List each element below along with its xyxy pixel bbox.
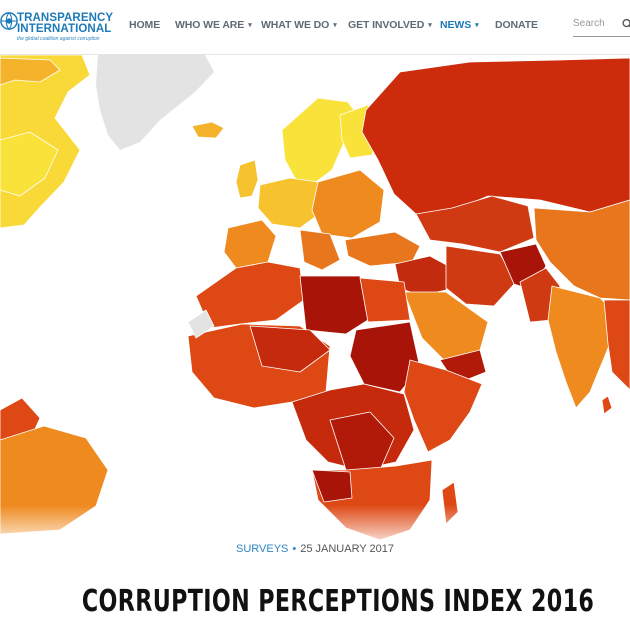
- map-region-sahel: [249, 325, 331, 373]
- nav-donate-label: DONATE: [495, 19, 538, 31]
- site-header: TRANSPARENCY INTERNATIONAL the global co…: [0, 0, 630, 55]
- map-region-north-america-islands: [0, 57, 61, 86]
- world-map: [0, 55, 630, 541]
- site-logo[interactable]: TRANSPARENCY INTERNATIONAL the global co…: [0, 9, 114, 45]
- hero-fade-overlay: [0, 505, 630, 630]
- map-region-iran: [445, 245, 517, 307]
- map-region-iceland: [191, 121, 225, 139]
- map-region-western-sahara: [187, 309, 215, 339]
- chevron-down-icon: ▾: [428, 22, 432, 29]
- map-region-central-asia: [415, 195, 535, 253]
- nav-donate[interactable]: DONATE: [495, 19, 538, 31]
- map-region-canada-east: [0, 131, 59, 197]
- map-region-russia: [361, 57, 630, 215]
- map-region-greenland: [96, 55, 214, 150]
- logo-text-line2: INTERNATIONAL: [17, 23, 112, 35]
- logo-tagline: the global coalition against corruption: [17, 36, 100, 42]
- map-region-sri-lanka: [601, 395, 613, 415]
- nav-who-we-are[interactable]: WHO WE ARE ▾: [175, 19, 252, 31]
- map-region-south-asia-east: [603, 299, 630, 391]
- nav-what-we-do-label: WHAT WE DO: [261, 19, 330, 31]
- map-region-eastern-europe: [311, 169, 385, 239]
- chevron-down-icon: ▾: [333, 22, 337, 29]
- map-region-uk: [235, 159, 259, 199]
- chevron-down-icon: ▾: [475, 22, 479, 29]
- map-region-sudan: [349, 321, 421, 393]
- article-category-link[interactable]: SURVEYS: [236, 543, 289, 555]
- chevron-down-icon: ▾: [248, 22, 252, 29]
- map-region-drc: [329, 411, 395, 471]
- nav-news-label: NEWS: [440, 19, 472, 31]
- map-region-egypt: [359, 277, 411, 323]
- nav-home[interactable]: HOME: [129, 19, 160, 31]
- nav-what-we-do[interactable]: WHAT WE DO ▾: [261, 19, 337, 31]
- map-region-france-spain: [223, 219, 277, 269]
- nav-get-involved[interactable]: GET INVOLVED ▾: [348, 19, 432, 31]
- hero-map-image[interactable]: [0, 55, 630, 630]
- meta-separator: •: [292, 543, 297, 555]
- article-meta: SURVEYS • 25 JANUARY 2017: [0, 543, 630, 555]
- search-box: [573, 14, 630, 37]
- search-input[interactable]: [573, 18, 617, 29]
- nav-get-involved-label: GET INVOLVED: [348, 19, 425, 31]
- globe-logo-icon: [0, 12, 18, 30]
- map-region-north-africa-west: [195, 261, 305, 329]
- nav-home-label: HOME: [129, 19, 161, 31]
- search-icon[interactable]: [622, 18, 630, 30]
- logo-text-line1: TRANSPARENCY: [17, 12, 114, 24]
- map-region-balkans: [299, 229, 341, 271]
- article-date: 25 JANUARY 2017: [300, 543, 394, 555]
- nav-news[interactable]: NEWS ▾: [440, 19, 479, 31]
- article-title[interactable]: CORRUPTION PERCEPTIONS INDEX 2016: [81, 584, 595, 619]
- map-region-angola: [311, 469, 353, 503]
- map-region-libya: [299, 275, 369, 335]
- map-region-western-europe: [257, 177, 323, 229]
- map-region-horn-of-africa: [403, 359, 483, 453]
- nav-who-we-are-label: WHO WE ARE: [175, 19, 245, 31]
